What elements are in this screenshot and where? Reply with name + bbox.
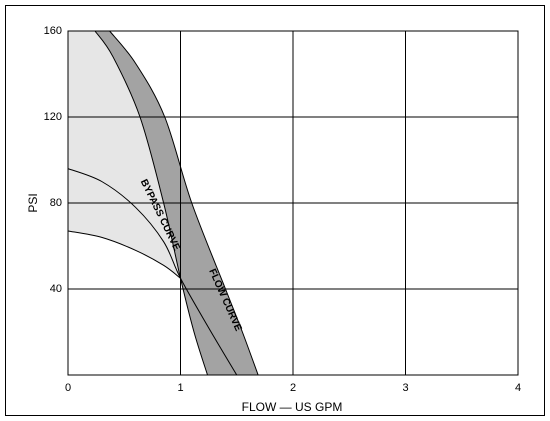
y-tick-label: 160: [44, 25, 62, 37]
curve: [109, 30, 259, 376]
curve: [94, 30, 208, 376]
x-tick-label: 4: [515, 382, 521, 394]
x-axis-label: FLOW — US GPM: [242, 400, 343, 414]
x-tick-label: 0: [65, 382, 71, 394]
plot-frame: [67, 30, 519, 376]
x-tick-label: 3: [402, 382, 408, 394]
y-tick-label: 120: [44, 111, 62, 123]
y-tick-label: 40: [50, 283, 62, 295]
bypass-region: [68, 31, 181, 279]
y-tick-label: 80: [50, 197, 62, 209]
outer-frame: [5, 5, 545, 416]
x-tick-label: 2: [290, 382, 296, 394]
curve: [67, 168, 238, 376]
x-tick-label: 1: [177, 382, 183, 394]
curve: [67, 230, 181, 279]
y-axis-label: PSI: [26, 193, 40, 212]
